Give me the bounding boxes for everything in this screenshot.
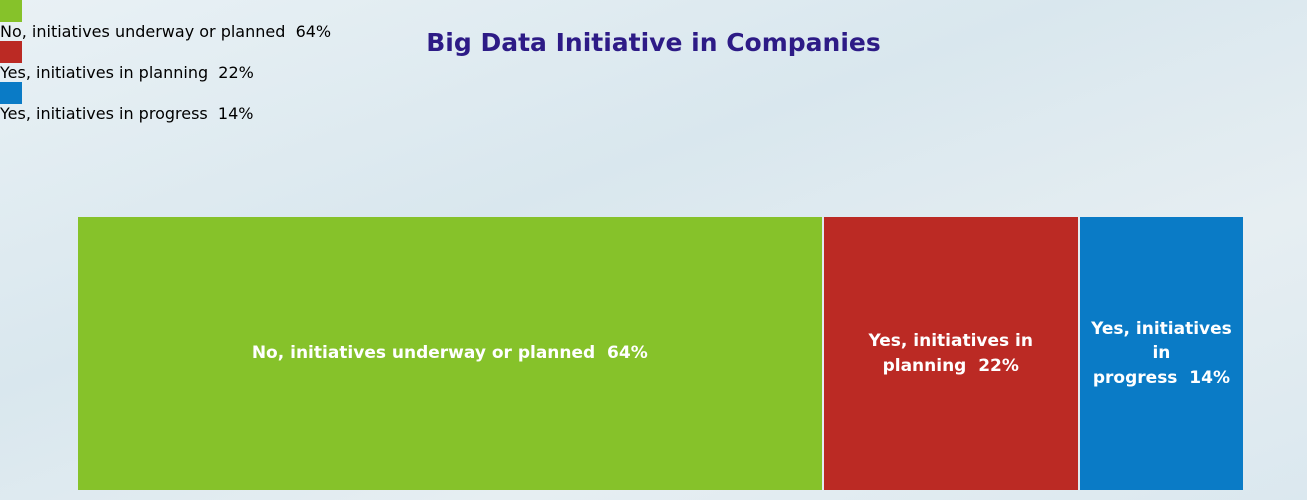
bar-segment: Yes, initiatives in progress 14%: [1079, 217, 1243, 490]
bar-label-name: Yes, initiatives in progress: [1091, 318, 1232, 388]
bar-label: No, initiatives underway or planned 64%: [252, 341, 648, 366]
bar-label-name: No, initiatives underway or planned: [251, 343, 596, 364]
legend-swatch: [0, 41, 22, 63]
legend-swatch: [0, 0, 22, 22]
legend-item: Yes, initiatives in progress 14%: [0, 82, 1307, 123]
spacer: [1177, 368, 1189, 388]
legend-value: 14%: [217, 104, 254, 123]
chart-title: Big Data Initiative in Companies: [426, 28, 881, 57]
bar-label: Yes, initiatives in planning 22%: [832, 329, 1070, 378]
bar-segment: No, initiatives underway or planned 64%: [78, 217, 822, 490]
legend-value: 22%: [218, 63, 254, 82]
bar-label-value: 14%: [1189, 367, 1230, 388]
legend-value: 64%: [295, 22, 332, 41]
legend-label: No, initiatives underway or planned: [0, 22, 286, 41]
spacer: [208, 104, 218, 123]
legend-swatch: [0, 82, 22, 104]
legend-label: Yes, initiatives in planning: [0, 63, 209, 82]
spacer: [966, 356, 978, 376]
legend-item: No, initiatives underway or planned 64%: [0, 0, 1307, 41]
legend-label: Yes, initiatives in progress: [0, 104, 208, 123]
bar-segment: Yes, initiatives in planning 22%: [823, 217, 1078, 490]
bar-label: Yes, initiatives in progress 14%: [1088, 317, 1235, 391]
bar-label-name: Yes, initiatives in planning: [868, 330, 1033, 376]
spacer: [208, 63, 218, 82]
bar-label-value: 64%: [607, 343, 648, 364]
spacer: [595, 343, 607, 363]
legend-item: Yes, initiatives in planning 22%: [0, 41, 1307, 82]
bar-label-value: 22%: [978, 355, 1019, 376]
